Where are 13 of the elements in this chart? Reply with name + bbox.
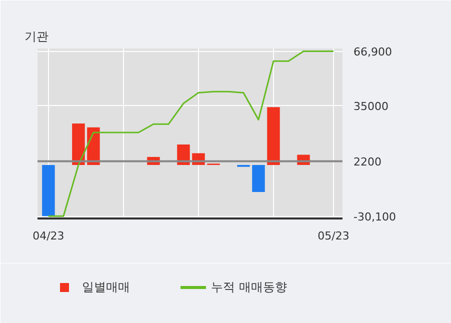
bar	[267, 107, 280, 165]
y-tick-label: -30,100	[354, 210, 396, 224]
bar	[72, 123, 85, 165]
chart-title: 기관	[24, 30, 48, 44]
bar	[252, 164, 265, 192]
y-tick-label: 35000	[354, 100, 388, 113]
y-tick-label: 2200	[354, 156, 382, 169]
x-tick-label: 04/23	[32, 230, 64, 242]
legend-label: 누적 매매동향	[211, 278, 287, 296]
legend-label: 일별매매	[82, 278, 130, 296]
x-tick-label: 05/23	[318, 230, 350, 242]
y-tick-label: 66,900	[354, 46, 392, 59]
bar	[42, 164, 55, 216]
